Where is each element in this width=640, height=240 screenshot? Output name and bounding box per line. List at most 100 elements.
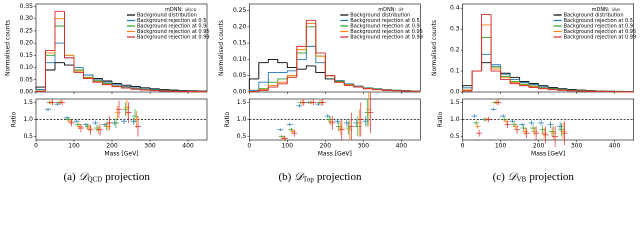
error-bar: [49, 99, 56, 106]
error-bar: [539, 125, 546, 134]
histogram-step: [92, 78, 103, 83]
error-bar: [473, 120, 480, 125]
histogram-step: [481, 62, 492, 72]
histogram-step: [35, 90, 46, 92]
histogram-step: [500, 66, 511, 74]
y-tick-label: 1.0: [237, 116, 247, 123]
error-bar: [106, 116, 113, 130]
histogram-step: [83, 72, 93, 80]
histogram-step: [324, 56, 335, 77]
histogram-step: [566, 88, 577, 90]
caption: (c) 𝒟VB projection: [493, 171, 575, 184]
y-axis-label: Normalised counts: [218, 20, 225, 76]
error-bar: [59, 99, 65, 106]
caption-label: (c): [493, 171, 506, 183]
histogram-step: [519, 77, 530, 82]
error-bar: [552, 126, 559, 147]
error-bar: [68, 119, 75, 127]
y-tick-label: 0.5: [450, 133, 460, 140]
error-bar: [116, 100, 122, 118]
histogram-step: [538, 83, 549, 87]
histogram-step: [64, 11, 74, 59]
histogram-step: [362, 86, 373, 89]
x-axis-label: Mass [GeV]: [318, 151, 352, 158]
y-tick-label: 0.5: [237, 133, 247, 140]
error-bar: [133, 110, 140, 129]
histogram-step: [121, 83, 131, 86]
histogram-step: [528, 85, 539, 88]
error-bar: [122, 102, 129, 117]
histogram-step: [111, 81, 122, 84]
y-tick-label: 0.05: [233, 72, 247, 79]
legend-label: Background rejection at 0.9: [137, 24, 206, 30]
histogram-step: [296, 45, 307, 78]
histogram-step: [471, 70, 482, 90]
x-tick-label: 300: [358, 143, 370, 150]
x-tick-label: 200: [533, 143, 545, 150]
histogram-step: [315, 20, 326, 54]
error-bar: [315, 102, 322, 106]
y-tick-label: 1.5: [23, 99, 33, 106]
histogram-step: [547, 85, 558, 88]
histogram-step: [277, 78, 288, 83]
error-bar: [346, 119, 353, 140]
histogram-step: [353, 85, 364, 88]
histogram-step: [121, 86, 131, 89]
histogram-step: [102, 82, 112, 86]
x-tick-label: 200: [106, 143, 118, 150]
x-axis-label: Mass [GeV]: [531, 151, 565, 158]
y-axis-label: Ratio: [224, 111, 231, 127]
histogram-step: [286, 70, 297, 73]
y-tick-label: 0.15: [20, 52, 34, 59]
histogram-step: [481, 24, 492, 72]
error-bar: [509, 119, 516, 123]
legend-title: mDNN: 𝒟QCD: [165, 7, 197, 13]
error-bar: [522, 128, 529, 135]
histogram-step: [324, 52, 335, 77]
error-bar: [132, 109, 138, 123]
legend-label: Background rejection at 0.99: [350, 35, 423, 41]
error-bar: [542, 126, 549, 144]
caption-sub: QCD: [87, 175, 102, 183]
plot-frame: [462, 3, 634, 93]
y-tick-label: 0.2: [450, 47, 460, 54]
error-bar: [291, 129, 298, 137]
legend-label: Background rejection at 0.95: [350, 29, 423, 35]
histogram-step: [372, 87, 383, 90]
histogram-step: [462, 90, 473, 92]
histogram-step: [490, 37, 501, 68]
legend-label: Background rejection at 0.99: [564, 35, 637, 41]
histogram-step: [159, 88, 169, 91]
error-bar: [319, 99, 326, 106]
histogram-step: [324, 62, 335, 77]
histogram-step: [372, 88, 383, 91]
error-bar: [86, 124, 92, 132]
error-bar: [87, 124, 94, 135]
y-tick-label: 0.1: [450, 68, 460, 75]
histogram-step: [490, 54, 501, 66]
legend-label: Background rejection at 0.5: [137, 18, 206, 24]
error-bar: [356, 109, 363, 137]
histogram-step: [500, 66, 511, 77]
histogram-step: [305, 45, 316, 60]
error-bar: [538, 120, 545, 126]
histogram-step: [111, 84, 122, 88]
error-bar: [528, 120, 535, 126]
histogram-step: [140, 89, 150, 91]
legend-title-symbol: 𝒟: [398, 7, 403, 13]
x-tick-label: 100: [495, 143, 507, 150]
legend-label: Background rejection at 0.9: [350, 24, 419, 30]
y-tick-label: 1.0: [23, 116, 33, 123]
y-tick-label: 0.5: [23, 133, 33, 140]
error-bar: [345, 121, 352, 135]
error-bar: [329, 116, 336, 130]
histogram-step: [481, 14, 492, 72]
histogram-step: [296, 49, 307, 76]
caption: (b) 𝒟Top projection: [278, 171, 362, 184]
y-axis-label: Ratio: [11, 111, 18, 127]
y-tick-label: 0.20: [233, 23, 247, 30]
legend-title-prefix: mDNN:: [378, 7, 396, 13]
histogram-step: [305, 19, 316, 47]
histogram-step: [324, 56, 335, 77]
error-bar: [514, 125, 521, 134]
